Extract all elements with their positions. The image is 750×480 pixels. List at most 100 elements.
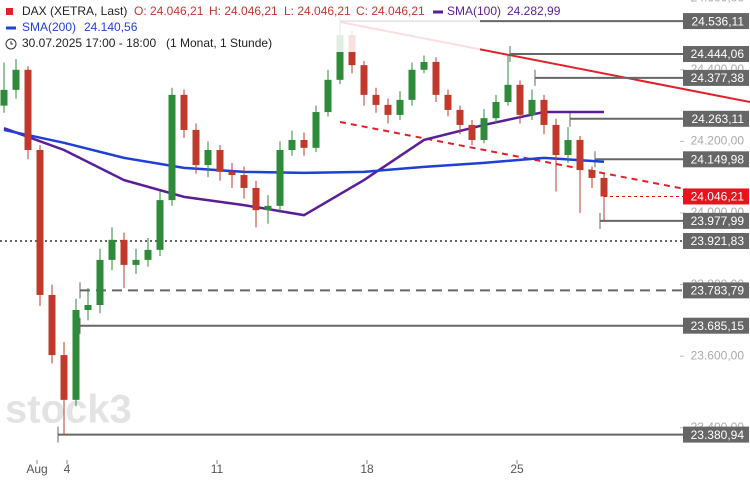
candle-body bbox=[288, 139, 296, 150]
ohlc: L: 24.046,21 bbox=[284, 4, 351, 18]
legend-title: DAX (XETRA, Last) bbox=[22, 4, 127, 18]
period: (1 Monat, 1 Stunde) bbox=[166, 36, 272, 50]
candle-body bbox=[336, 35, 344, 80]
candle-body bbox=[48, 294, 56, 356]
legend-value: 24.282,99 bbox=[507, 4, 561, 18]
level-box bbox=[683, 110, 749, 127]
level-label: 24.377,38 bbox=[691, 71, 745, 85]
candle-body bbox=[60, 355, 68, 400]
level-box bbox=[683, 282, 749, 299]
trendline bbox=[339, 121, 691, 191]
candle-body bbox=[552, 124, 560, 156]
candle-body bbox=[588, 170, 596, 178]
candle-body bbox=[600, 177, 608, 197]
candle-body bbox=[180, 94, 188, 130]
ohlc: C: 24.046,21 bbox=[356, 4, 425, 18]
legend-label: SMA(200) bbox=[22, 20, 76, 34]
legend-marker bbox=[6, 8, 13, 15]
candle-body bbox=[0, 89, 8, 106]
candle-body bbox=[120, 239, 128, 265]
candle-body bbox=[444, 94, 452, 110]
candle-body bbox=[396, 99, 404, 115]
level-box bbox=[683, 317, 749, 334]
candle-body bbox=[24, 69, 32, 150]
level-box bbox=[683, 212, 749, 229]
candle-body bbox=[516, 84, 524, 115]
watermark: stock3 bbox=[5, 388, 132, 432]
candle-body bbox=[84, 304, 92, 311]
sma-line bbox=[3, 128, 605, 175]
level-label: 24.536,11 bbox=[692, 14, 745, 28]
candle-body bbox=[108, 239, 116, 260]
date: 30.07.2025 17:00 - 18:00 bbox=[22, 36, 156, 50]
level-box bbox=[683, 426, 749, 443]
y-tick-label: 23.600,00 bbox=[691, 348, 745, 362]
level-label: 24.444,06 bbox=[691, 47, 745, 61]
candle-body bbox=[420, 61, 428, 70]
level-label: 23.921,83 bbox=[691, 234, 745, 248]
level-box bbox=[683, 13, 749, 30]
level-label: 23.380,94 bbox=[691, 428, 745, 442]
candle-body bbox=[12, 69, 20, 90]
x-tick-label: 11 bbox=[211, 462, 224, 476]
candle-body bbox=[576, 139, 584, 171]
candle-body bbox=[372, 94, 380, 105]
level-label: 23.977,99 bbox=[691, 214, 745, 228]
ohlc: H: 24.046,21 bbox=[209, 4, 278, 18]
candle-body bbox=[564, 139, 572, 156]
sma-line bbox=[3, 110, 604, 217]
level-label: 24.149,98 bbox=[691, 152, 745, 166]
candle-body bbox=[192, 129, 200, 166]
candle-body bbox=[300, 139, 308, 148]
x-tick-label: Aug bbox=[26, 462, 47, 476]
candle-body bbox=[144, 249, 152, 260]
y-tick-label: 24.600,00 bbox=[691, 0, 745, 4]
candle-body bbox=[468, 124, 476, 140]
level-label: 24.263,11 bbox=[692, 112, 745, 126]
candle-body bbox=[384, 104, 392, 115]
candle-body bbox=[324, 79, 332, 113]
candle-body bbox=[276, 149, 284, 206]
candle-body bbox=[36, 149, 44, 295]
candle-body bbox=[492, 102, 500, 119]
candle-body bbox=[264, 205, 272, 211]
clock-icon bbox=[10, 41, 13, 45]
level-box bbox=[683, 46, 749, 63]
legend-value: 24.140,56 bbox=[84, 20, 138, 34]
candle-body bbox=[252, 187, 260, 211]
candle-body bbox=[360, 65, 368, 95]
legend-bg bbox=[0, 0, 480, 52]
candle-body bbox=[312, 112, 320, 148]
ohlc: O: 24.046,21 bbox=[134, 4, 204, 18]
level-label: 23.783,79 bbox=[691, 284, 745, 298]
clock-icon bbox=[5, 38, 17, 50]
level-box bbox=[683, 69, 749, 86]
candle-body bbox=[228, 171, 236, 176]
candle-body bbox=[528, 99, 536, 115]
candle-body bbox=[504, 84, 512, 103]
candle-body bbox=[156, 200, 164, 250]
candle-body bbox=[408, 69, 416, 100]
candle-body bbox=[432, 61, 440, 95]
candle-body bbox=[168, 94, 176, 201]
x-tick-label: 25 bbox=[510, 462, 524, 476]
candle-body bbox=[132, 259, 140, 265]
candle-body bbox=[204, 149, 212, 166]
level-box bbox=[683, 232, 749, 249]
legend-label: SMA(100) bbox=[447, 4, 501, 18]
candle-body bbox=[96, 259, 104, 305]
last-label: 24.046,21 bbox=[691, 190, 745, 204]
candle-body bbox=[480, 118, 488, 140]
candle-body bbox=[456, 109, 464, 125]
last-box bbox=[683, 188, 749, 205]
y-tick-label: 24.200,00 bbox=[691, 134, 745, 148]
candle-body bbox=[240, 175, 248, 188]
x-tick-label: 18 bbox=[360, 462, 374, 476]
candle-body bbox=[540, 99, 548, 125]
candle-body bbox=[216, 149, 224, 172]
level-box bbox=[683, 151, 749, 168]
candle-body bbox=[72, 310, 80, 400]
level-label: 23.685,15 bbox=[691, 319, 745, 333]
x-tick-label: 4 bbox=[64, 462, 71, 476]
